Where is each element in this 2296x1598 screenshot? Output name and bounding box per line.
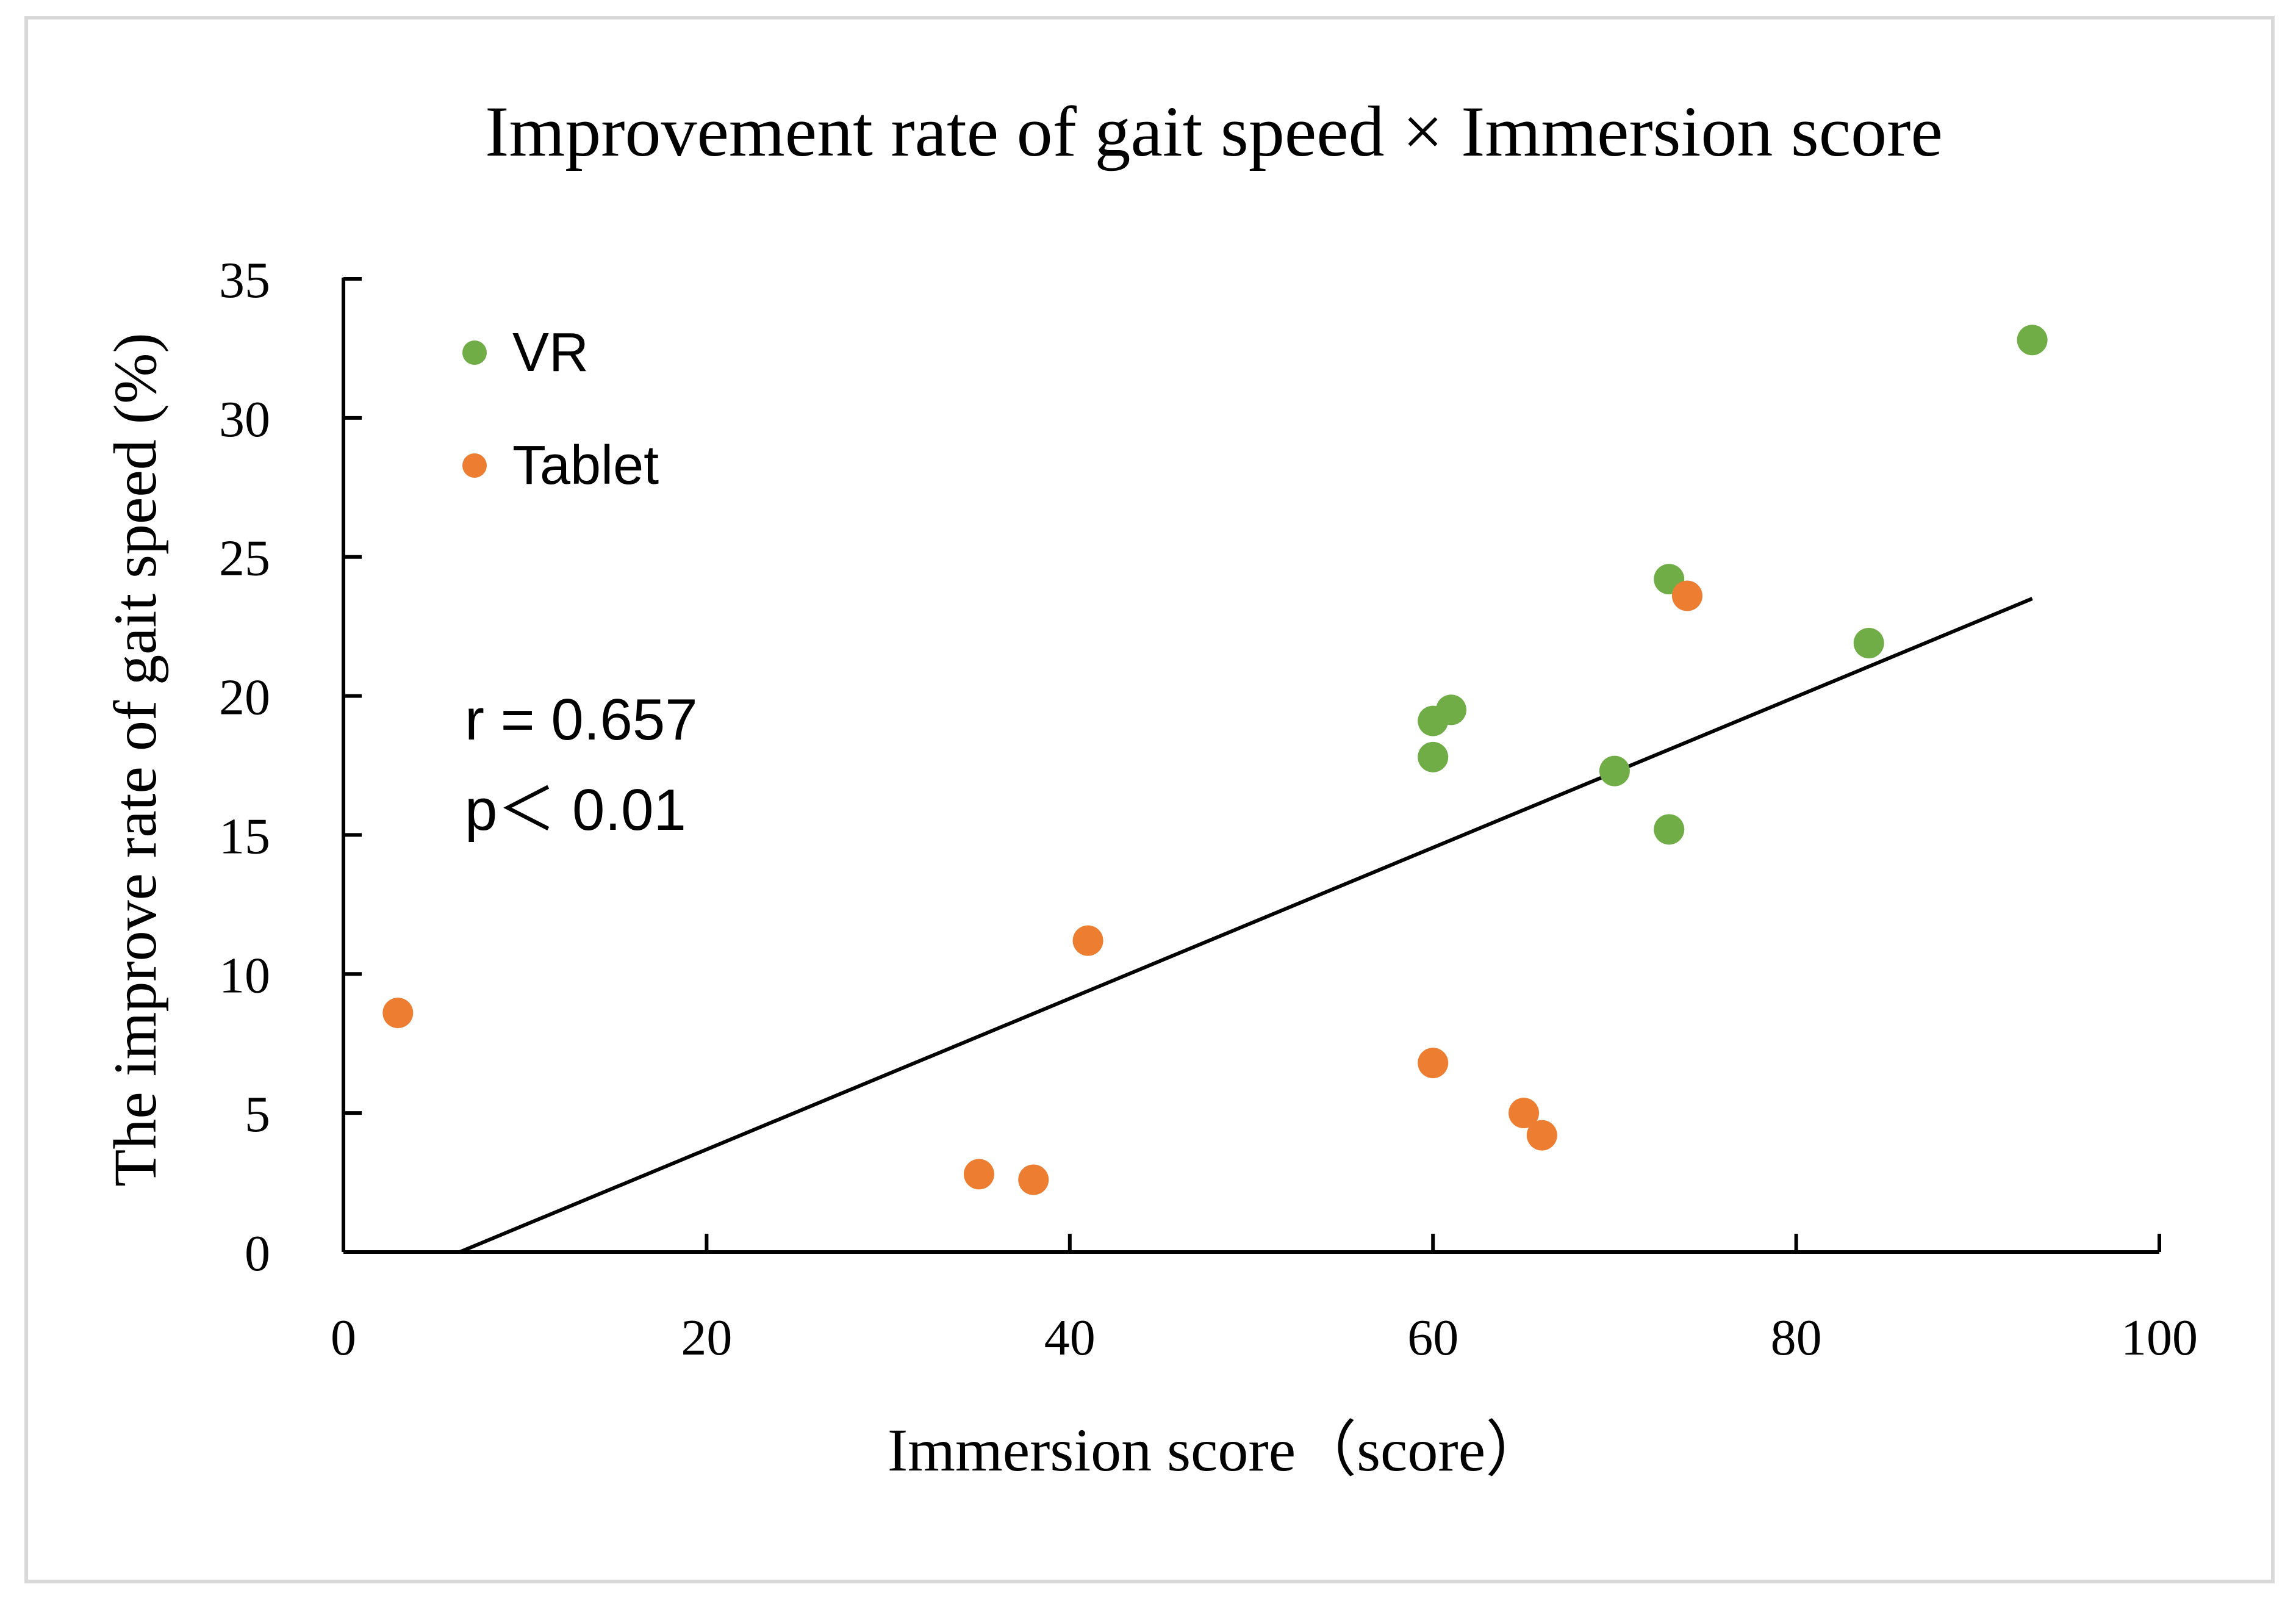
x-tick-label: 80 bbox=[1771, 1309, 1822, 1366]
chart-frame bbox=[24, 16, 2275, 1583]
trendline-group bbox=[459, 597, 2033, 1254]
data-point-vr bbox=[1418, 741, 1449, 772]
y-tick-label: 10 bbox=[219, 947, 270, 1004]
data-point-vr bbox=[1435, 694, 1466, 725]
y-tick-label: 20 bbox=[219, 669, 270, 726]
legend-marker-vr bbox=[462, 340, 487, 365]
y-tick-label: 30 bbox=[219, 391, 270, 448]
data-point-tablet bbox=[1018, 1164, 1049, 1195]
y-tick-label: 0 bbox=[245, 1225, 270, 1282]
y-tick-label: 15 bbox=[219, 808, 270, 865]
data-point-vr bbox=[2017, 325, 2048, 356]
data-point-tablet bbox=[1072, 925, 1103, 956]
x-tick-label: 100 bbox=[2121, 1309, 2198, 1366]
y-axis-title: The improve rate of gait speed (%) bbox=[101, 333, 169, 1186]
legend: VR Tablet bbox=[462, 322, 659, 496]
y-tick-label: 5 bbox=[245, 1086, 270, 1143]
x-axis-title: Immersion score（score） bbox=[888, 1416, 1546, 1484]
legend-label-tablet: Tablet bbox=[512, 435, 659, 496]
data-point-tablet bbox=[1509, 1098, 1540, 1129]
y-tick-label: 35 bbox=[219, 252, 270, 309]
x-tick-label: 20 bbox=[681, 1309, 732, 1366]
correlation-annotation: r = 0.657 bbox=[465, 687, 698, 752]
x-tick-label: 40 bbox=[1044, 1309, 1096, 1366]
data-point-vr bbox=[1654, 814, 1685, 845]
chart-title: Improvement rate of gait speed × Immersi… bbox=[485, 92, 1943, 171]
trendline bbox=[459, 597, 2033, 1254]
legend-label-vr: VR bbox=[512, 322, 589, 383]
x-tick-label: 0 bbox=[331, 1309, 356, 1366]
p-value-annotation: p＜ 0.01 bbox=[465, 777, 686, 843]
data-points bbox=[382, 325, 2048, 1195]
x-tick-label: 60 bbox=[1407, 1309, 1458, 1366]
y-tick-label: 25 bbox=[219, 530, 270, 587]
data-point-tablet bbox=[1526, 1120, 1557, 1151]
data-point-tablet bbox=[382, 998, 414, 1029]
legend-marker-tablet bbox=[462, 453, 487, 478]
data-point-tablet bbox=[1671, 580, 1702, 611]
data-point-tablet bbox=[1418, 1048, 1449, 1079]
data-point-tablet bbox=[963, 1159, 994, 1190]
axes: 0 5 10 15 20 25 30 35 0 20 40 60 80 100 bbox=[219, 252, 2198, 1366]
data-point-vr bbox=[1853, 627, 1884, 658]
data-point-vr bbox=[1599, 755, 1630, 786]
